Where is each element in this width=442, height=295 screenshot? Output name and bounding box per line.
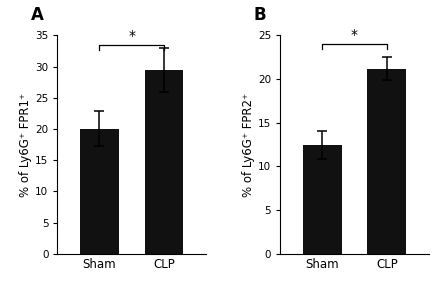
Text: *: * [351,27,358,42]
Bar [80,129,119,254]
Bar [367,68,406,254]
Bar [303,145,342,254]
Text: A: A [31,6,44,24]
Text: B: B [254,6,267,24]
Y-axis label: % of Ly6G⁺ FPR2⁺: % of Ly6G⁺ FPR2⁺ [242,93,255,196]
Text: *: * [128,29,135,43]
Bar [145,70,183,254]
Y-axis label: % of Ly6G⁺ FPR1⁺: % of Ly6G⁺ FPR1⁺ [19,93,32,196]
